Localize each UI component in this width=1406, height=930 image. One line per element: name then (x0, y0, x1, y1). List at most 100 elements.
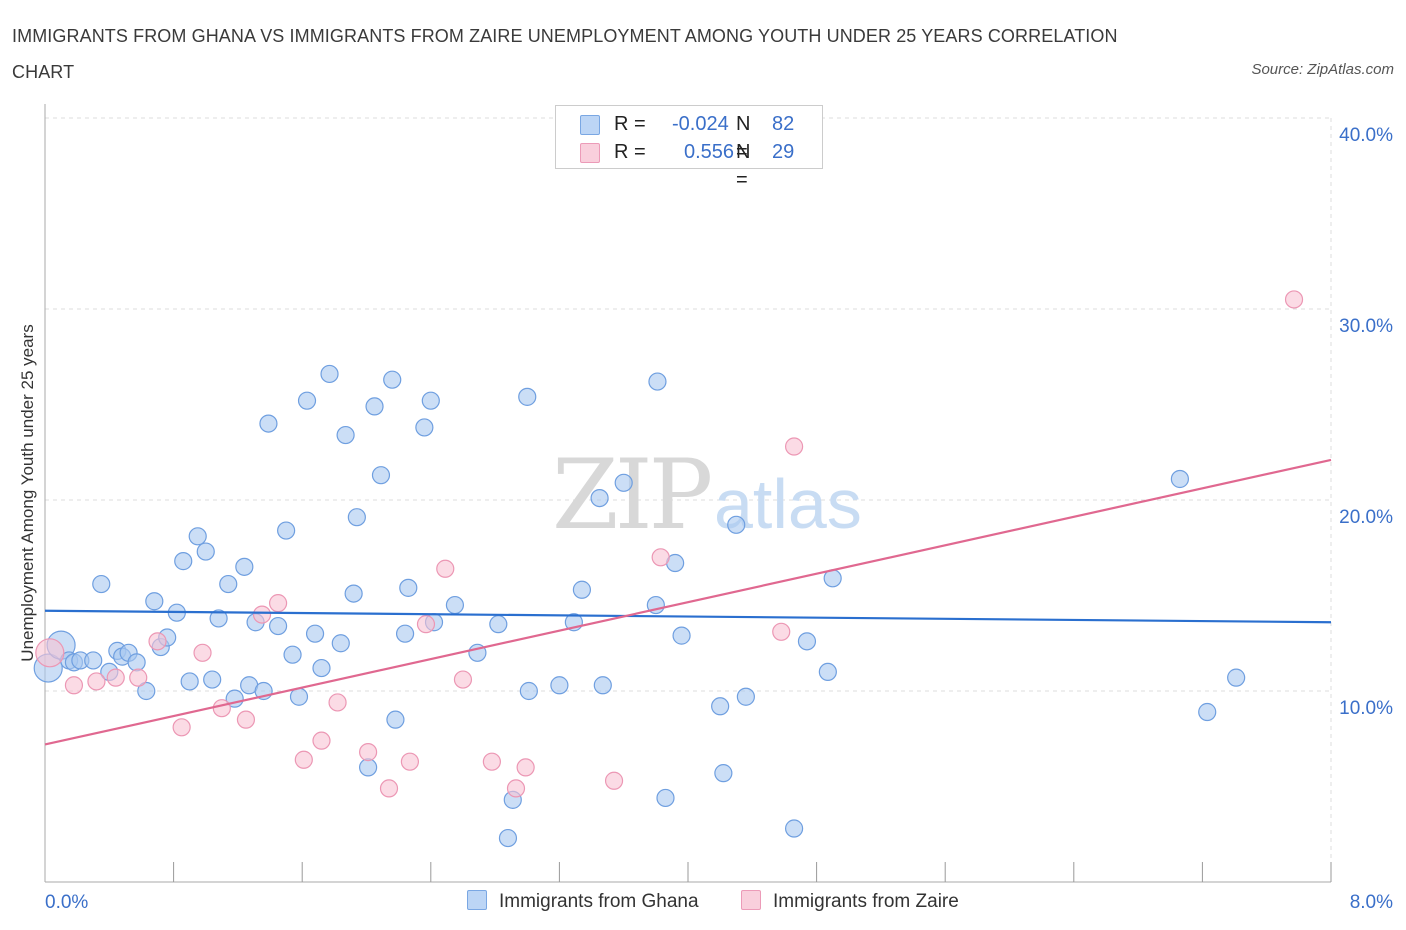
ghana-point (312, 658, 331, 678)
zaire-point (193, 643, 212, 662)
ghana-point (648, 372, 667, 391)
zaire-point (506, 779, 526, 798)
ghana-point (383, 370, 402, 389)
zaire-point (400, 752, 420, 771)
ghana-point (818, 662, 837, 682)
zaire-point (64, 676, 84, 695)
ghana-point (415, 418, 434, 437)
bottom-legend-swatch-zaire (741, 890, 761, 910)
legend-r-label: R = (614, 141, 652, 163)
legend-n-value: 29 (772, 141, 795, 163)
watermark-zip: ZIP (552, 439, 711, 551)
ghana-point (347, 508, 366, 527)
ghana-point (519, 681, 538, 701)
ghana-point (174, 552, 193, 571)
ghana-point (84, 651, 103, 670)
chart-source: Source: ZipAtlas.com (1251, 61, 1394, 78)
ghana-point (1170, 469, 1189, 489)
ghana-point (371, 466, 391, 485)
ghana-point (445, 595, 465, 615)
zaire-point (1284, 290, 1304, 309)
zaire-point (516, 758, 535, 777)
ghana-point (590, 488, 609, 508)
ghana-point (399, 578, 418, 597)
zaire-point (453, 670, 473, 689)
ghana-point (797, 632, 817, 651)
zaire-point (416, 615, 436, 634)
ghana-point (736, 687, 755, 706)
ghana-point (711, 697, 730, 716)
zaire-point (379, 779, 399, 798)
bottom-legend-swatch-ghana (467, 890, 487, 910)
legend-n-label: N = (736, 141, 751, 191)
chart-title: IMMIGRANTS FROM GHANA VS IMMIGRANTS FROM… (12, 26, 1118, 82)
ghana-point (1227, 668, 1246, 687)
ghana-point (305, 624, 325, 643)
ghana-point (344, 584, 363, 603)
ghana-point (127, 653, 146, 672)
zaire-point (328, 693, 347, 712)
y-axis-label: Unemployment Among Youth under 25 years (18, 324, 37, 661)
data-points (33, 290, 1304, 848)
ghana-point (137, 681, 156, 701)
x-tick-label: 8.0% (1350, 892, 1393, 913)
zaire-point (604, 771, 624, 790)
ghana-point (656, 788, 675, 808)
ghana-point (572, 580, 592, 599)
ghana-point (259, 414, 278, 433)
ghana-point (727, 515, 746, 534)
ghana-point (283, 645, 302, 664)
legend-n-value: 82 (772, 113, 795, 135)
ghana-point (209, 609, 228, 628)
ghana-point (593, 676, 612, 695)
ghana-point (614, 473, 633, 492)
ghana-point (1198, 702, 1217, 722)
zaire-point (268, 594, 288, 613)
ghana-point (365, 397, 384, 416)
zaire-point (148, 632, 167, 651)
ghana-point (714, 764, 733, 783)
ghana-point (320, 364, 339, 384)
y-tick-label: 30.0% (1339, 316, 1393, 337)
legend-n-label: N = (736, 113, 751, 163)
ghana-point (550, 676, 569, 695)
zaire-point (772, 622, 791, 641)
ghana-point (92, 574, 111, 594)
tick-labels: 10.0% 20.0% 30.0% 40.0% 0.0% 8.0% (45, 125, 1393, 913)
zaire-trend-line (44, 458, 1332, 746)
ghana-point (196, 542, 215, 561)
zaire-point (172, 718, 191, 737)
legend-r-value: 0.556 (684, 141, 735, 163)
ghana-point (784, 819, 804, 838)
x-tick-label: 0.0% (45, 892, 88, 913)
ghana-point (235, 557, 254, 576)
legend-swatch-zaire (580, 143, 600, 163)
ghana-point (672, 626, 691, 645)
zaire-point (784, 437, 804, 456)
axes (44, 104, 1332, 883)
bottom-legend-ghana: Immigrants from Ghana (467, 890, 699, 914)
zaire-point (35, 638, 65, 668)
bottom-legend-label-ghana: Immigrants from Ghana (499, 891, 699, 912)
ghana-point (386, 710, 405, 729)
zaire-point (129, 668, 148, 687)
zaire-point (359, 743, 378, 762)
ghana-point (145, 592, 164, 611)
zaire-point (212, 699, 231, 718)
bottom-legend-zaire: Immigrants from Zaire (741, 890, 959, 914)
ghana-point (359, 758, 378, 777)
zaire-point (236, 710, 256, 729)
ghana-point (331, 634, 350, 653)
ghana-point (518, 387, 537, 406)
y-tick-label: 40.0% (1339, 125, 1393, 146)
bottom-legend-label-zaire: Immigrants from Zaire (773, 891, 959, 912)
y-tick-label: 10.0% (1339, 698, 1393, 719)
ghana-point (289, 687, 309, 706)
ghana-trend-line (44, 609, 1332, 624)
ghana-point (489, 615, 508, 634)
trend-lines (44, 458, 1332, 746)
zaire-point (436, 559, 455, 578)
zaire-point (312, 731, 331, 750)
ghana-point (498, 828, 518, 848)
